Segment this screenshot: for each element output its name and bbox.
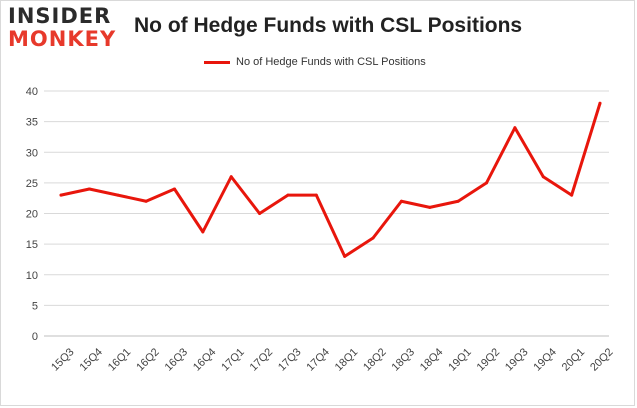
x-axis: 15Q3 15Q4 16Q1 16Q2 16Q3 16Q4 17Q1 17Q2 17Q3 17Q4…	[49, 346, 616, 374]
data-point	[456, 199, 460, 203]
x-tick-label: 17Q4	[304, 346, 332, 374]
y-tick-label: 20	[26, 209, 38, 221]
x-tick-label: 19Q3	[503, 346, 531, 374]
x-tick-label: 20Q2	[588, 346, 616, 374]
logo-line-2: MONKEY	[8, 27, 117, 51]
y-axis: 0 5 10 15 20 25 30 35 40	[26, 86, 38, 343]
data-point	[399, 199, 403, 203]
legend-label: No of Hedge Funds with CSL Positions	[236, 56, 426, 68]
data-point	[144, 199, 148, 203]
y-tick-label: 30	[26, 147, 38, 159]
y-tick-label: 25	[26, 178, 38, 190]
logo-line-1: INSIDER	[8, 4, 112, 28]
series-line	[59, 101, 602, 258]
y-tick-label: 10	[26, 270, 38, 282]
data-point	[172, 187, 176, 191]
data-point	[258, 212, 262, 215]
data-point	[201, 230, 205, 234]
legend-swatch	[204, 60, 230, 64]
data-point	[59, 193, 63, 197]
data-point	[371, 236, 375, 240]
legend: No of Hedge Funds with CSL Positions	[204, 56, 426, 68]
y-tick-label: 40	[26, 86, 38, 98]
chart-title: No of Hedge Funds with CSL Positions	[134, 14, 523, 37]
x-tick-label: 18Q4	[418, 346, 446, 374]
insider-monkey-logo: INSIDER MONKEY	[8, 6, 120, 56]
x-tick-label: 17Q3	[276, 346, 304, 374]
x-tick-label: 16Q2	[134, 346, 162, 374]
x-tick-label: 19Q1	[446, 346, 474, 374]
y-tick-label: 35	[26, 117, 38, 129]
y-tick-label: 0	[32, 331, 38, 343]
data-point	[343, 254, 347, 258]
data-point	[485, 181, 489, 185]
x-tick-label: 18Q1	[333, 346, 361, 374]
gridlines	[44, 90, 609, 337]
data-point	[541, 175, 545, 179]
data-point	[570, 193, 574, 197]
data-point	[314, 193, 318, 197]
x-tick-label: 19Q4	[531, 346, 559, 374]
x-tick-label: 17Q2	[248, 346, 276, 374]
y-tick-label: 5	[32, 300, 38, 312]
data-point	[229, 175, 233, 179]
y-tick-label: 15	[26, 239, 38, 251]
data-point	[116, 193, 120, 197]
x-tick-label: 20Q1	[560, 346, 588, 374]
x-tick-label: 16Q3	[163, 346, 191, 374]
data-point	[513, 126, 517, 130]
x-tick-label: 18Q2	[361, 346, 389, 374]
data-point	[598, 101, 602, 105]
x-tick-label: 17Q1	[219, 346, 247, 374]
x-tick-label: 16Q1	[106, 346, 134, 374]
data-point	[286, 193, 290, 197]
x-tick-label: 15Q3	[49, 346, 77, 374]
data-point	[428, 205, 432, 209]
x-tick-label: 16Q4	[191, 346, 219, 374]
x-tick-label: 15Q4	[77, 346, 105, 374]
x-tick-label: 18Q3	[390, 346, 418, 374]
series	[59, 101, 602, 258]
data-point	[87, 187, 91, 191]
x-tick-label: 19Q2	[475, 346, 503, 374]
